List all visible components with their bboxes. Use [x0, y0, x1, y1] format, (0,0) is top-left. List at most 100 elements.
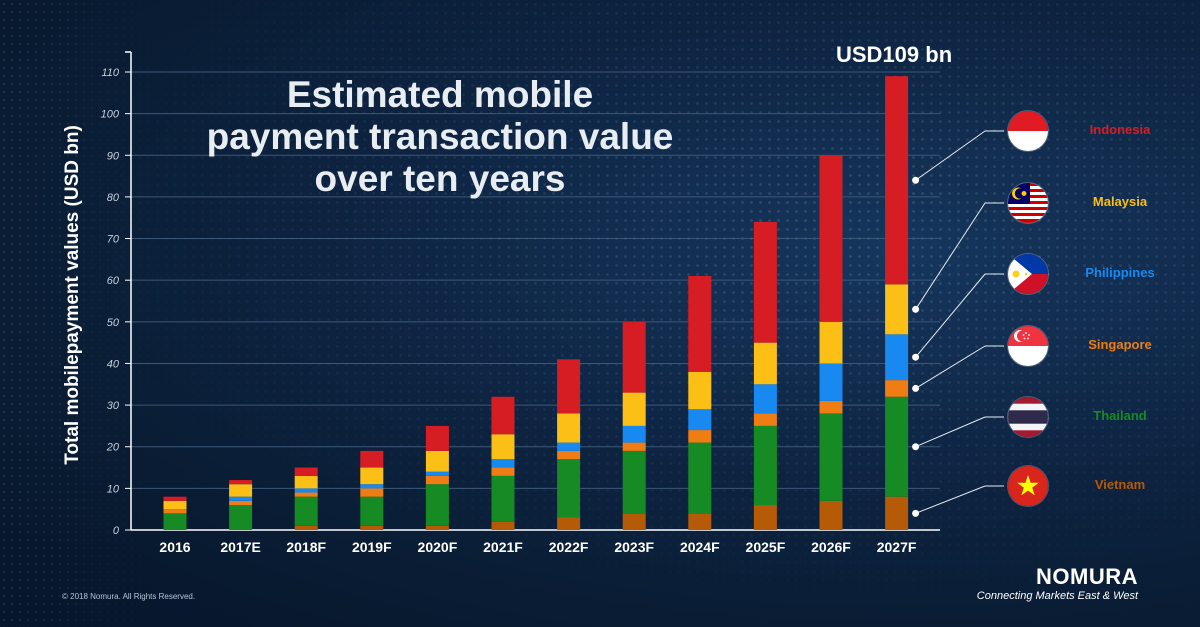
bar-segment-malaysia-2020f — [425, 450, 449, 472]
leader-line-singapore — [915, 345, 986, 389]
bar-segment-thailand-2016 — [163, 513, 187, 530]
legend-label-malaysia: Malaysia — [1092, 194, 1148, 209]
bar-segment-malaysia-2024f — [688, 371, 712, 410]
bar-segment-malaysia-2023f — [622, 392, 646, 426]
singapore-flag-icon — [1008, 326, 1048, 366]
legend-label-vietnam: Vietnam — [1094, 477, 1146, 492]
tagline: Connecting Markets East & West — [976, 590, 1138, 602]
bar-segment-philippines-2026f — [819, 363, 843, 401]
bar-segment-vietnam-2018f — [294, 525, 318, 530]
bar-segment-philippines-2020f — [425, 471, 449, 476]
malaysia-flag-icon — [1008, 183, 1048, 223]
x-tick-label: 2018F — [286, 539, 326, 555]
x-tick-label: 2024F — [680, 539, 720, 555]
legend-item-indonesia: Indonesia — [1008, 111, 1188, 153]
bar-segment-malaysia-2017e — [229, 484, 253, 497]
y-tick-label: 100 — [101, 109, 120, 121]
bar-segment-thailand-2020f — [425, 484, 449, 526]
bar-segment-singapore-2021f — [491, 467, 515, 476]
leader-dot-singapore — [912, 384, 920, 392]
legend-item-philippines: Philippines — [1008, 254, 1188, 296]
bar-segment-philippines-2024f — [688, 409, 712, 431]
x-tick-label: 2016 — [159, 539, 190, 555]
bar-segment-indonesia-2024f — [688, 276, 712, 372]
nomura-logo: NOMURA — [1036, 564, 1138, 589]
y-tick-label: 40 — [107, 358, 120, 370]
bar-segment-thailand-2017e — [229, 505, 253, 530]
bar-segment-malaysia-2027f — [885, 284, 909, 335]
bar-segment-indonesia-2022f — [557, 359, 581, 414]
x-tick-label: 2019F — [352, 539, 392, 555]
bar-segment-singapore-2027f — [885, 380, 909, 397]
bar-segment-vietnam-2024f — [688, 513, 712, 530]
y-tick-label: 0 — [113, 525, 120, 537]
bar-segment-philippines-2023f — [622, 425, 646, 443]
bar-segment-singapore-2018f — [294, 492, 318, 497]
bar-segment-indonesia-2016 — [163, 496, 187, 501]
bar-segment-philippines-2019f — [360, 484, 384, 489]
leader-line-thailand — [915, 416, 986, 448]
bar-segment-thailand-2022f — [557, 459, 581, 518]
y-tick-label: 70 — [107, 234, 120, 246]
x-tick-label: 2020F — [418, 539, 458, 555]
x-tick-label: 2027F — [877, 539, 917, 555]
bar-segment-indonesia-2025f — [753, 221, 777, 343]
bar-segment-indonesia-2018f — [294, 467, 318, 476]
bar-segment-vietnam-2021f — [491, 521, 515, 530]
x-tick-label: 2026F — [811, 539, 851, 555]
y-axis-label: Total mobilepayment values (USD bn) — [62, 125, 83, 465]
legend-label-singapore: Singapore — [1088, 337, 1152, 352]
indonesia-flag-icon — [1008, 111, 1048, 151]
total-value-label: USD109 bn — [836, 42, 953, 67]
bar-segment-vietnam-2027f — [885, 496, 909, 530]
bar-segment-indonesia-2026f — [819, 155, 843, 322]
bar-segment-philippines-2021f — [491, 459, 515, 468]
bar-segment-philippines-2017e — [229, 496, 253, 501]
leader-dot-philippines — [912, 353, 920, 361]
y-tick-label: 90 — [107, 150, 120, 162]
bar-segment-philippines-2022f — [557, 442, 581, 451]
bar-segment-singapore-2019f — [360, 488, 384, 497]
x-tick-label: 2025F — [746, 539, 786, 555]
bar-segment-malaysia-2026f — [819, 321, 843, 364]
leader-line-vietnam — [915, 485, 986, 514]
bar-segment-singapore-2026f — [819, 400, 843, 414]
y-tick-label: 20 — [106, 442, 120, 454]
y-tick-label: 10 — [107, 483, 120, 495]
bar-segment-indonesia-2020f — [425, 425, 449, 451]
copyright-text: © 2018 Nomura. All Rights Reserved. — [62, 592, 196, 601]
y-tick-label: 50 — [107, 317, 120, 329]
leader-line-indonesia — [915, 130, 986, 181]
bar-segment-vietnam-2026f — [819, 500, 843, 530]
bar-segment-thailand-2021f — [491, 475, 515, 522]
bar-segment-malaysia-2019f — [360, 467, 384, 485]
legend-item-thailand: Thailand — [1008, 397, 1188, 439]
vietnam-flag-icon — [1008, 466, 1048, 506]
bar-segment-malaysia-2021f — [491, 434, 515, 460]
x-tick-label: 2023F — [614, 539, 654, 555]
bar-segment-vietnam-2020f — [425, 525, 449, 530]
bar-segment-malaysia-2022f — [557, 413, 581, 443]
x-tick-label: 2021F — [483, 539, 523, 555]
bar-segment-singapore-2024f — [688, 430, 712, 443]
x-tick-label: 2022F — [549, 539, 589, 555]
bar-segment-thailand-2018f — [294, 496, 318, 526]
bar-segment-indonesia-2017e — [229, 480, 253, 485]
bar-segment-singapore-2016 — [163, 509, 187, 514]
x-tick-label: 2017E — [220, 539, 260, 555]
bar-segment-singapore-2017e — [229, 500, 253, 506]
leader-line-malaysia — [915, 202, 986, 310]
thailand-flag-icon — [1008, 397, 1048, 437]
bar-segment-philippines-2018f — [294, 488, 318, 493]
bar-segment-malaysia-2018f — [294, 475, 318, 489]
bar-segment-singapore-2020f — [425, 475, 449, 485]
leader-dot-vietnam — [912, 509, 920, 517]
chart-title: Estimated mobile payment transaction val… — [206, 74, 674, 199]
legend-label-thailand: Thailand — [1093, 408, 1147, 423]
bar-segment-thailand-2027f — [885, 396, 909, 497]
bar-segment-indonesia-2023f — [622, 321, 646, 393]
bar-segment-thailand-2019f — [360, 496, 384, 526]
bar-segment-singapore-2022f — [557, 450, 581, 460]
leader-line-philippines — [915, 273, 986, 358]
